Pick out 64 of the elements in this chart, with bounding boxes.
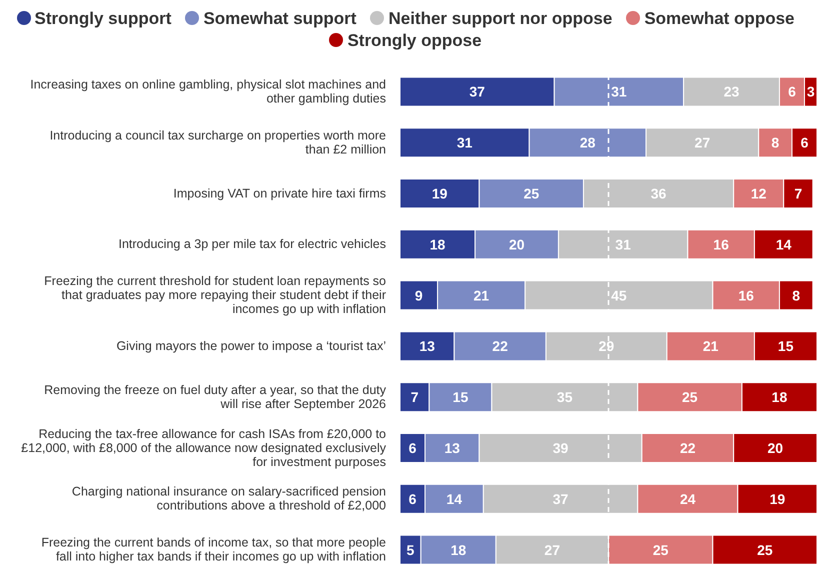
data-label: 21 <box>474 287 490 304</box>
data-label: 31 <box>611 84 627 100</box>
data-label: 37 <box>469 84 486 100</box>
y-tick-label: Freezing the current bands of income tax, so that more people fall into higher tax bands if their incomes go up with inflation <box>41 536 386 564</box>
y-tick-label: Freezing the current threshold for student loan repayments so that graduates pay more repaying their student debt if their incomes go up with inflation <box>44 274 386 316</box>
data-label: 6 <box>408 490 417 507</box>
y-tick-label: Reducing the tax-free allowance for cash ISAs from £20,000 to £12,000, with £8,000 of the allowance now designated exclusively for investment purposes <box>21 426 387 469</box>
data-label: 18 <box>450 542 466 558</box>
y-tick-label: Introducing a council tax surcharge on properties worth more than £2 million <box>50 128 386 156</box>
data-label: 28 <box>580 134 596 151</box>
data-label: 3 <box>806 84 815 100</box>
data-label: 35 <box>556 389 573 406</box>
y-tick-label: Imposing VAT on private hire taxi firms <box>173 186 386 200</box>
data-label: 25 <box>682 389 698 406</box>
data-label: 25 <box>757 542 773 558</box>
data-label: 31 <box>615 236 632 252</box>
data-label: 25 <box>524 185 540 202</box>
data-label: 19 <box>770 490 786 507</box>
data-label: 8 <box>792 287 800 304</box>
y-tick-label: Introducing a 3p per mile tax for electric vehicles <box>118 237 386 252</box>
data-label: 27 <box>694 134 710 151</box>
data-label: 39 <box>552 440 569 456</box>
data-label: 20 <box>508 236 525 252</box>
legend-label: Strongly support <box>34 8 172 30</box>
data-label: 6 <box>408 440 417 456</box>
legend-label: Somewhat support <box>202 8 356 30</box>
data-label: 13 <box>419 338 436 354</box>
data-label: 16 <box>713 236 730 252</box>
data-label: 45 <box>611 287 627 304</box>
legend-label: Neither support nor oppose <box>387 8 612 30</box>
y-tick-label: Giving mayors the power to impose a ‘tourist tax’ <box>116 338 386 353</box>
data-label: 13 <box>444 440 460 456</box>
data-label: 6 <box>788 84 796 100</box>
legend-label: Somewhat oppose <box>643 8 794 30</box>
data-label: 12 <box>750 185 767 202</box>
data-label: 14 <box>446 490 462 507</box>
y-tick-label: Charging national insurance on salary-sacrificed pension contributions above a threshold of £2,000 <box>72 484 386 513</box>
y-tick-label: Removing the freeze on fuel duty after a year, so that the duty will rise after September 2026 <box>44 382 387 411</box>
data-label: 20 <box>768 440 784 456</box>
data-label: 7 <box>410 389 419 406</box>
data-label: 19 <box>432 185 448 202</box>
data-label: 8 <box>771 134 780 151</box>
data-label: 16 <box>738 287 754 304</box>
data-label: 21 <box>702 338 719 354</box>
data-label: 14 <box>776 236 792 252</box>
data-label: 15 <box>778 338 794 354</box>
data-label: 31 <box>456 134 473 151</box>
legend-label: Strongly oppose <box>346 30 482 52</box>
data-label: 24 <box>680 490 696 507</box>
data-label: 7 <box>794 185 802 202</box>
data-label: 9 <box>414 287 423 304</box>
y-tick-label: Increasing taxes on online gambling, physical slot machines and other gambling duties <box>30 77 386 106</box>
data-label: 15 <box>452 389 468 406</box>
data-label: 23 <box>724 84 740 100</box>
data-label: 37 <box>552 490 569 507</box>
data-label: 22 <box>680 440 696 456</box>
data-label: 25 <box>652 542 669 558</box>
data-label: 5 <box>406 542 415 558</box>
data-label: 18 <box>430 236 446 252</box>
data-label: 36 <box>650 185 667 202</box>
data-label: 6 <box>800 134 809 151</box>
data-label: 22 <box>492 338 508 354</box>
data-label: 18 <box>772 389 788 406</box>
data-label: 27 <box>544 542 560 558</box>
